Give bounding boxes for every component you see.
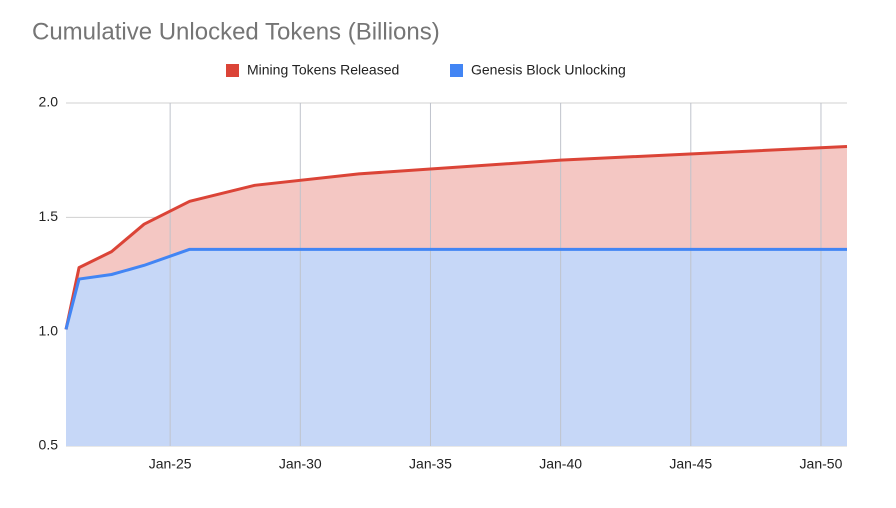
x-tick-label: Jan-40 bbox=[539, 456, 582, 472]
line bbox=[64, 144, 848, 330]
legend-swatch bbox=[226, 64, 239, 77]
line bbox=[64, 247, 847, 330]
x-tick-label: Jan-45 bbox=[669, 456, 712, 472]
legend-label: Mining Tokens Released bbox=[247, 62, 399, 78]
legend-label: Genesis Block Unlocking bbox=[471, 62, 626, 78]
y-tick-label: 1.0 bbox=[39, 322, 59, 338]
x-tick-label: Jan-50 bbox=[800, 456, 843, 472]
chart-title: Cumulative Unlocked Tokens (Billions) bbox=[32, 18, 440, 45]
x-tick-label: Jan-30 bbox=[279, 456, 322, 472]
x-tick-label: Jan-35 bbox=[409, 456, 452, 472]
y-tick-label: 2.0 bbox=[39, 94, 59, 110]
x-tick-label: Jan-25 bbox=[149, 456, 192, 472]
area bbox=[66, 146, 847, 330]
y-tick-label: 1.5 bbox=[39, 208, 59, 224]
y-tick-label: 0.5 bbox=[39, 437, 59, 453]
area bbox=[66, 249, 847, 446]
legend-swatch bbox=[450, 64, 463, 77]
